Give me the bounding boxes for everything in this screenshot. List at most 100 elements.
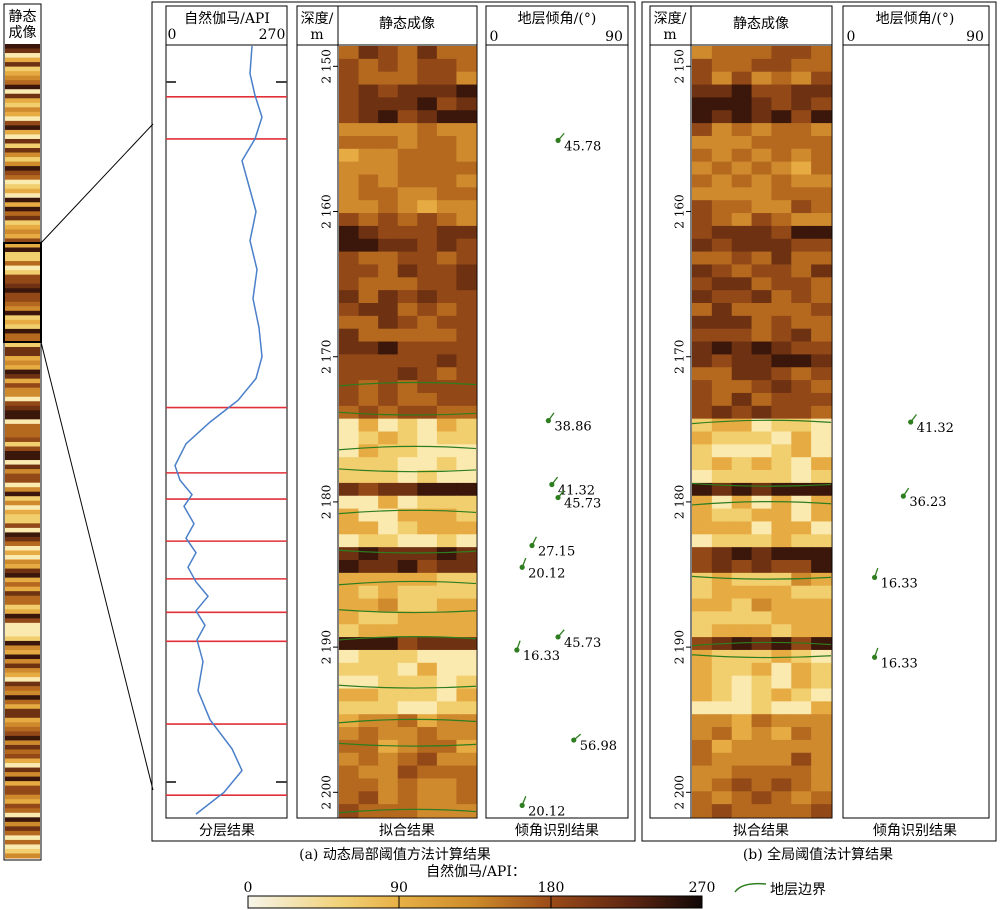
image-pixel [436,534,458,548]
image-pixel [436,791,458,805]
image-pixel [339,714,360,728]
image-pixel [397,71,418,86]
image-header-b: 静态成像 [733,16,789,32]
image-pixel [771,123,792,137]
depth-tick-label: 2 200 [673,775,687,809]
strip-band [5,206,40,212]
image-pixel [751,213,773,227]
strip-band [5,772,40,778]
image-pixel [771,225,792,240]
image-pixel [339,187,360,201]
dip-scale-min-b: 0 [847,29,856,45]
image-pixel [436,598,458,612]
image-pixel [731,315,753,330]
strip-band [5,659,40,665]
image-pixel [378,148,399,163]
image-pixel [417,688,438,702]
image-pixel [378,418,399,433]
image-pixel [731,303,753,317]
strip-band [5,175,40,181]
image-pixel [811,405,832,420]
strip-band [5,776,40,782]
strip-band [5,523,40,529]
strip-band [5,663,40,669]
strip-band [5,708,40,714]
dip-track-b-footer: 倾角识别结果 [873,823,957,839]
image-pixel [397,765,418,780]
image-pixel [378,521,399,535]
image-pixel [731,97,753,111]
image-pixel [456,457,477,471]
image-pixel [711,534,733,548]
image-pixel [378,84,399,98]
image-pixel [731,739,753,754]
image-pixel [711,727,733,741]
dip-markers-a: 45.7838.8641.3245.7327.1520.1245.7316.33… [514,132,617,819]
image-pixel [339,110,360,124]
image-pixel [811,804,832,818]
image-pixel [791,123,812,137]
strip-band [5,631,40,637]
image-pixel [692,688,713,702]
image-pixel [692,392,713,407]
image-pixel [436,418,458,433]
image-pixel [358,251,379,266]
image-pixel [436,341,458,355]
dip-label: 16.33 [523,649,560,664]
image-pixel [731,457,753,471]
image-pixel [751,46,773,60]
image-pixel [397,470,418,484]
strip-band [5,514,40,520]
image-pixel [771,547,792,561]
dip-track-b [842,5,990,819]
image-pixel [358,662,379,677]
image-pixel [417,572,438,587]
depth-tick-label: 2 150 [673,49,687,83]
strip-band [5,839,40,845]
image-pixel [358,482,379,497]
strip-band [5,356,40,362]
image-pixel [731,688,753,702]
image-pixel [811,739,832,754]
gamma-range-markers [166,81,287,783]
image-pixel [811,701,832,715]
strip-band [5,134,40,140]
image-pixel [456,71,477,86]
image-pixel [692,662,713,677]
image-pixel [456,251,477,266]
image-pixel [417,187,438,201]
image-pixel [811,148,832,163]
strip-band [5,600,40,606]
strip-band [5,265,40,271]
strip-band [5,500,40,506]
panel-a: 自然伽马/API 0 270 分层结果 深度/ m 静态成像 2 150 2 16… [151,1,636,842]
strip-band [5,261,40,267]
strip-band [5,749,40,755]
strip-band [5,722,40,728]
strip-band [5,229,40,235]
image-pixel [751,187,773,201]
image-pixel [358,585,379,600]
image-pixel [811,251,832,266]
image-pixel [339,431,360,445]
image-pixel [791,277,812,291]
image-pixel [692,328,713,343]
strip-band [5,451,40,457]
image-pixel [436,380,458,394]
image-pixel [436,560,458,574]
image-pixel [397,264,418,278]
strip-band [5,215,40,221]
strip-band [5,717,40,723]
image-pixel [751,444,773,458]
image-pixel [811,585,832,600]
strip-band [5,120,40,126]
image-pixel [378,572,399,587]
image-pixel [791,71,812,86]
strip-band [5,256,40,262]
legend-swatch-icon [734,882,767,893]
image-pixel [771,457,792,471]
image-pixel [731,405,753,420]
image-pixel [791,58,812,73]
image-pixel [397,521,418,535]
strip-band [5,432,40,438]
